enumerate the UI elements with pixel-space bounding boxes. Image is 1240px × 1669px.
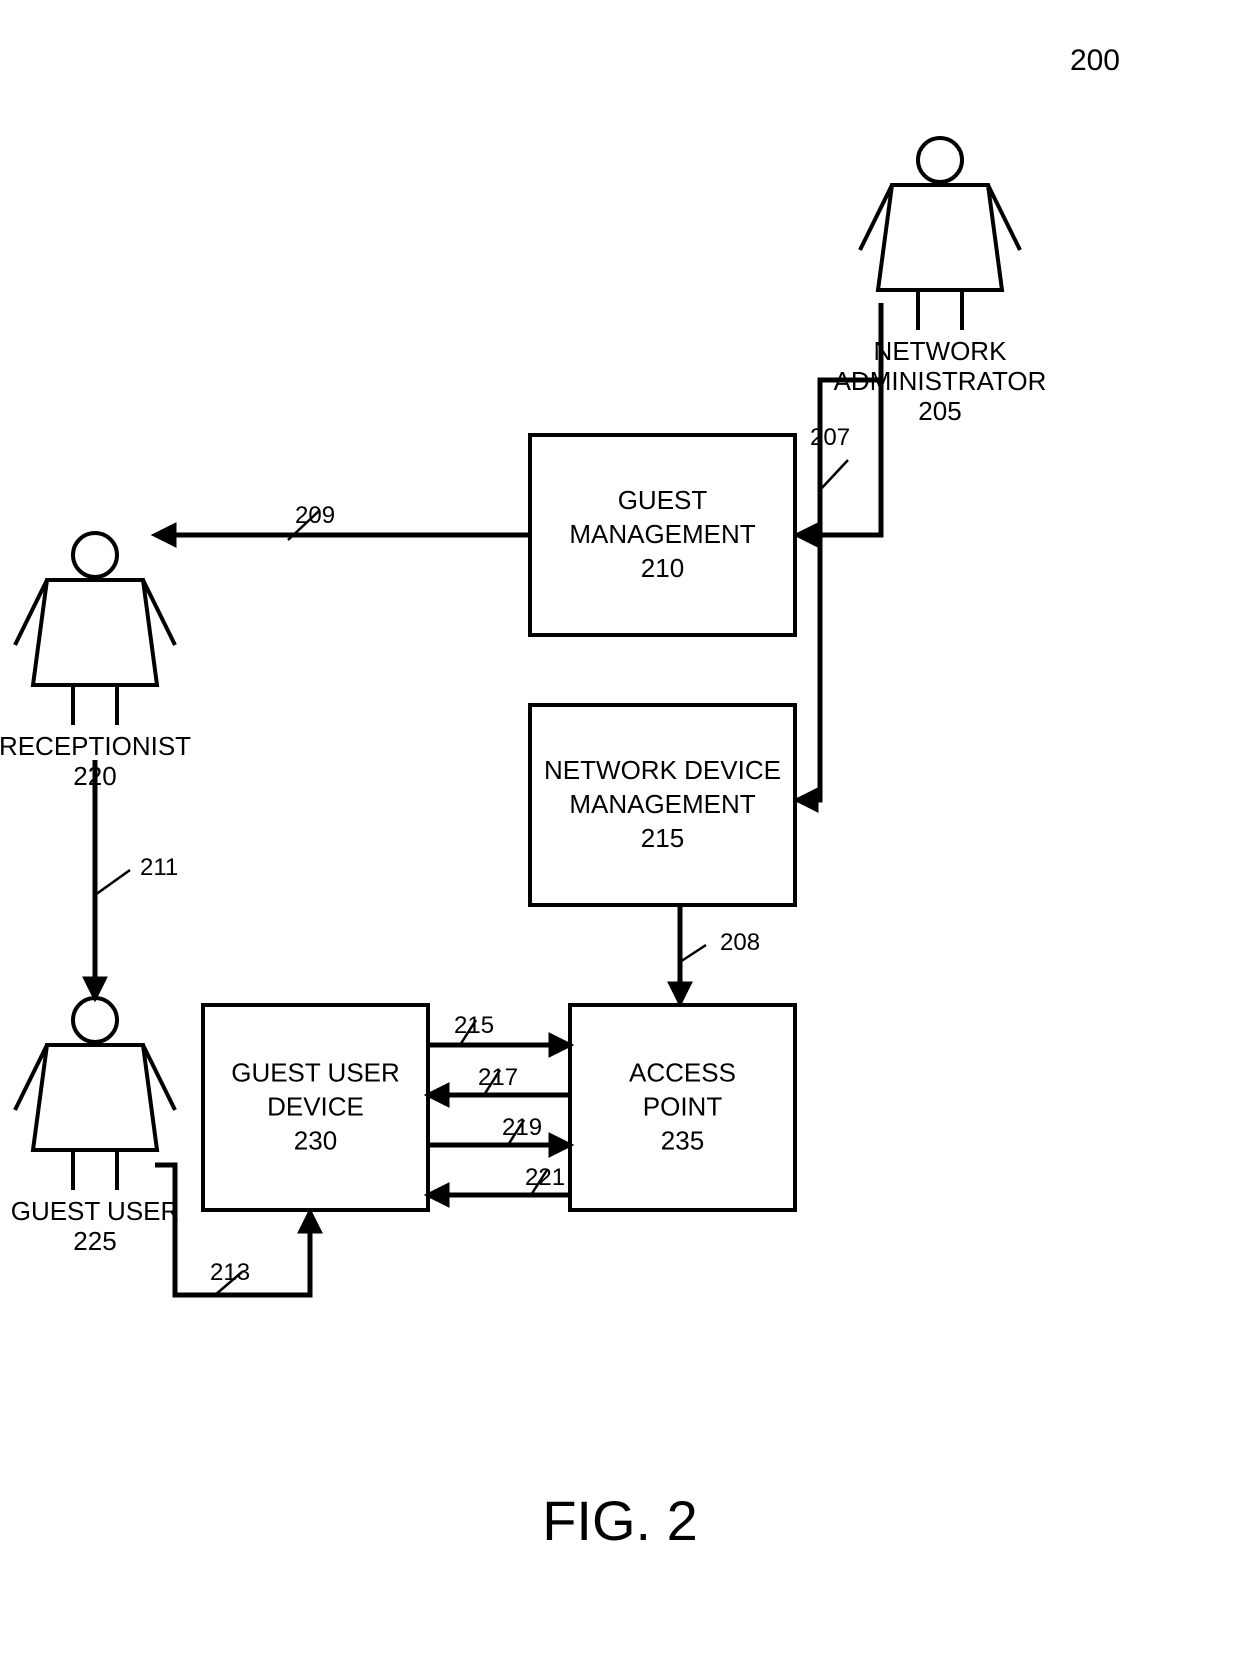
- actor-guest-user-label: GUEST USER: [11, 1196, 180, 1226]
- box-guest-management-label: MANAGEMENT: [569, 519, 755, 549]
- edge-215-label: 215: [454, 1012, 494, 1039]
- box-network-device-management-label: 215: [641, 823, 684, 853]
- actor-guest-user: [15, 998, 175, 1190]
- actor-receptionist: [15, 533, 175, 725]
- figure-label: FIG. 2: [542, 1489, 698, 1552]
- edge-219-label: 219: [502, 1114, 542, 1141]
- page-number: 200: [1070, 44, 1120, 77]
- edge-213-label: 213: [210, 1259, 250, 1286]
- box-access-point-label: ACCESS: [629, 1058, 736, 1088]
- edge-208-label: 208: [720, 929, 760, 956]
- actor-guest-user-label: 225: [73, 1226, 116, 1256]
- edge-221-label: 221: [525, 1164, 565, 1191]
- actor-network-admin: [860, 138, 1020, 330]
- actor-network-admin-label: 205: [918, 396, 961, 426]
- actor-receptionist-label: RECEPTIONIST: [0, 731, 191, 761]
- box-guest-user-device-label: DEVICE: [267, 1092, 364, 1122]
- box-guest-management-label: 210: [641, 553, 684, 583]
- box-access-point-label: 235: [661, 1126, 704, 1156]
- box-access-point-label: POINT: [643, 1092, 723, 1122]
- box-guest-user-device-label: GUEST USER: [231, 1058, 400, 1088]
- edge-211-label: 211: [140, 854, 178, 881]
- box-network-device-management-label: NETWORK DEVICE: [544, 755, 781, 785]
- box-guest-user-device-label: 230: [294, 1126, 337, 1156]
- edge-217-label: 217: [478, 1064, 518, 1091]
- edge-207-label: 207: [810, 424, 850, 451]
- box-network-device-management-label: MANAGEMENT: [569, 789, 755, 819]
- edge-209-label: 209: [295, 502, 335, 529]
- edge-207-a: [797, 303, 881, 535]
- actor-network-admin-label: NETWORK: [874, 336, 1008, 366]
- box-guest-management-label: GUEST: [618, 485, 708, 515]
